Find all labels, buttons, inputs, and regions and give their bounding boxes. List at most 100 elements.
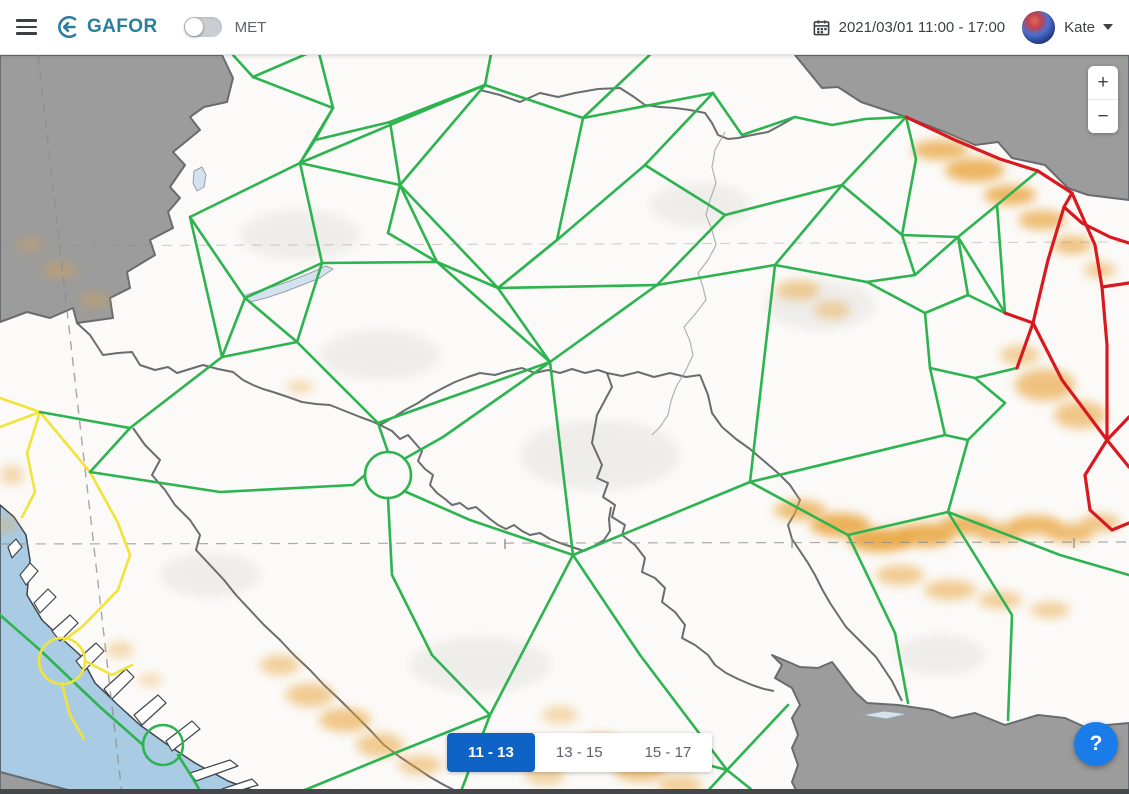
mountain-shading [286, 381, 314, 393]
met-label: MET [234, 18, 267, 36]
zoom-out-button[interactable]: − [1088, 100, 1118, 133]
route-red [1105, 438, 1129, 469]
route-green [88, 470, 367, 494]
mountain-shading [356, 733, 404, 757]
route-green [966, 293, 1007, 315]
route-green [231, 55, 255, 79]
route-green [398, 83, 487, 187]
route-green [956, 235, 970, 297]
mountain-shading [42, 262, 78, 278]
route-red [1031, 321, 1109, 442]
route-green [295, 340, 380, 425]
route-green [581, 55, 652, 120]
island [133, 694, 167, 726]
route-green [913, 235, 960, 277]
mountain-shading [0, 465, 24, 485]
app-header: GAFOR MET 2021/03/01 11:00 - 17:00 Kate [0, 0, 1129, 55]
route-red [1100, 281, 1129, 289]
zoom-divider [1088, 99, 1118, 100]
mountain-shading [924, 580, 976, 600]
route-green [388, 120, 402, 187]
route-green [773, 263, 869, 284]
mountain-shading [542, 706, 578, 724]
mountain-shading [814, 301, 850, 319]
route-green [376, 421, 390, 454]
route-green [748, 263, 777, 484]
mountain-shading [895, 523, 955, 547]
route-green [643, 91, 715, 167]
route-green [943, 433, 970, 442]
mountain-shading [398, 755, 442, 775]
island [75, 642, 105, 672]
hamburger-icon [16, 19, 37, 22]
mountain-shading [1046, 523, 1094, 543]
route-green [571, 480, 752, 557]
gafor-logo[interactable]: GAFOR [56, 14, 158, 40]
route-green [840, 183, 904, 237]
holding-circle-green [363, 450, 413, 500]
route-green [946, 438, 970, 514]
route-green [402, 489, 575, 557]
route-green [793, 115, 908, 127]
route-green [840, 115, 908, 187]
route-green [900, 233, 960, 239]
mountain-shading [286, 683, 334, 707]
route-green [298, 161, 324, 265]
help-button[interactable]: ? [1074, 722, 1118, 766]
user-name[interactable]: Kate [1064, 18, 1095, 36]
graticule-meridian [37, 55, 123, 794]
route-yellow [0, 410, 42, 429]
out-of-forecast-region [0, 55, 234, 324]
route-green [188, 215, 247, 300]
graticule-parallel [0, 541, 1129, 545]
route-yellow [38, 410, 92, 474]
gafor-route-map[interactable] [0, 55, 1129, 794]
island [33, 588, 57, 614]
out-of-forecast-region [794, 55, 1129, 201]
route-green [386, 231, 439, 264]
route-green [966, 401, 1007, 442]
route-green [398, 183, 500, 290]
out-of-forecast-region [0, 771, 84, 794]
route-green [655, 263, 777, 287]
menu-button[interactable] [16, 16, 42, 38]
route-green [946, 510, 1014, 722]
time-tab-15-17[interactable]: 15 - 17 [623, 733, 713, 772]
route-green [243, 296, 299, 344]
route-green [900, 233, 917, 277]
chevron-down-icon[interactable] [1103, 24, 1113, 30]
lake [192, 166, 207, 192]
lake [861, 710, 909, 720]
route-green [928, 366, 947, 437]
map-container: + − 11 - 13 13 - 15 15 - 17 ? [0, 55, 1129, 794]
time-tab-11-13[interactable]: 11 - 13 [447, 733, 535, 772]
route-green [865, 273, 917, 284]
route-yellow [60, 682, 86, 741]
route-green [483, 55, 493, 87]
river [651, 131, 726, 436]
calendar-icon[interactable] [812, 18, 831, 37]
mountain-shading [945, 158, 1005, 182]
route-green [995, 169, 1040, 207]
holding-circle-green [141, 723, 185, 767]
route-green [723, 183, 844, 217]
zoom-in-button[interactable]: + [1088, 66, 1118, 99]
route-green [128, 355, 224, 430]
route-green [643, 163, 727, 217]
route-green [995, 203, 1007, 315]
time-tab-13-15[interactable]: 13 - 15 [534, 733, 624, 772]
terrain-shade [650, 183, 750, 227]
route-green [320, 260, 439, 265]
datetime-range[interactable]: 2021/03/01 11:00 - 17:00 [838, 18, 1006, 36]
terrain-shade [410, 637, 550, 693]
mountain-shading [978, 591, 1022, 609]
avatar[interactable] [1022, 10, 1056, 44]
route-yellow [0, 396, 42, 414]
time-range-selector: 11 - 13 13 - 15 15 - 17 [447, 733, 713, 772]
route-red [1003, 311, 1035, 325]
mountain-shading [1052, 236, 1092, 254]
country-border [606, 371, 701, 378]
met-toggle[interactable] [183, 17, 222, 37]
route-green [548, 360, 575, 557]
mountain-shading [0, 517, 18, 533]
